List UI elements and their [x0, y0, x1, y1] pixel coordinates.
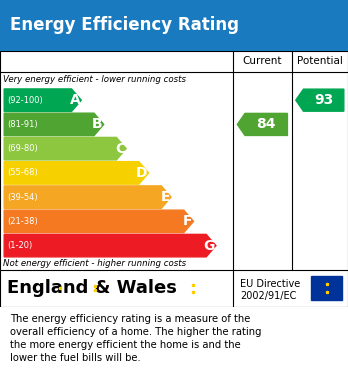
- Text: 93: 93: [314, 93, 333, 107]
- Text: Energy Efficiency Rating: Energy Efficiency Rating: [10, 16, 239, 34]
- Text: (69-80): (69-80): [7, 144, 38, 153]
- Polygon shape: [4, 89, 81, 111]
- Text: C: C: [115, 142, 125, 156]
- Polygon shape: [4, 137, 126, 160]
- Polygon shape: [4, 186, 171, 208]
- Text: England & Wales: England & Wales: [7, 279, 177, 298]
- Text: F: F: [183, 214, 192, 228]
- Polygon shape: [296, 89, 344, 111]
- Text: Not energy efficient - higher running costs: Not energy efficient - higher running co…: [3, 259, 187, 268]
- Polygon shape: [4, 234, 216, 257]
- Text: (39-54): (39-54): [7, 193, 38, 202]
- Text: B: B: [92, 117, 103, 131]
- Polygon shape: [4, 161, 149, 184]
- Text: Current: Current: [243, 56, 282, 66]
- Text: (81-91): (81-91): [7, 120, 38, 129]
- Text: The energy efficiency rating is a measure of the
overall efficiency of a home. T: The energy efficiency rating is a measur…: [10, 314, 262, 363]
- Text: D: D: [136, 166, 148, 180]
- Polygon shape: [4, 210, 193, 233]
- Text: 84: 84: [256, 117, 276, 131]
- Text: (92-100): (92-100): [7, 96, 43, 105]
- Polygon shape: [237, 113, 287, 135]
- Polygon shape: [4, 113, 104, 136]
- Text: (21-38): (21-38): [7, 217, 38, 226]
- Text: G: G: [204, 239, 215, 253]
- Text: 2002/91/EC: 2002/91/EC: [240, 291, 296, 301]
- Text: (1-20): (1-20): [7, 241, 32, 250]
- Text: Very energy efficient - lower running costs: Very energy efficient - lower running co…: [3, 75, 187, 84]
- Text: E: E: [160, 190, 170, 204]
- Bar: [311, 276, 342, 300]
- Text: (55-68): (55-68): [7, 169, 38, 178]
- Text: A: A: [70, 93, 80, 107]
- Text: EU Directive: EU Directive: [240, 279, 300, 289]
- Text: Potential: Potential: [297, 56, 343, 66]
